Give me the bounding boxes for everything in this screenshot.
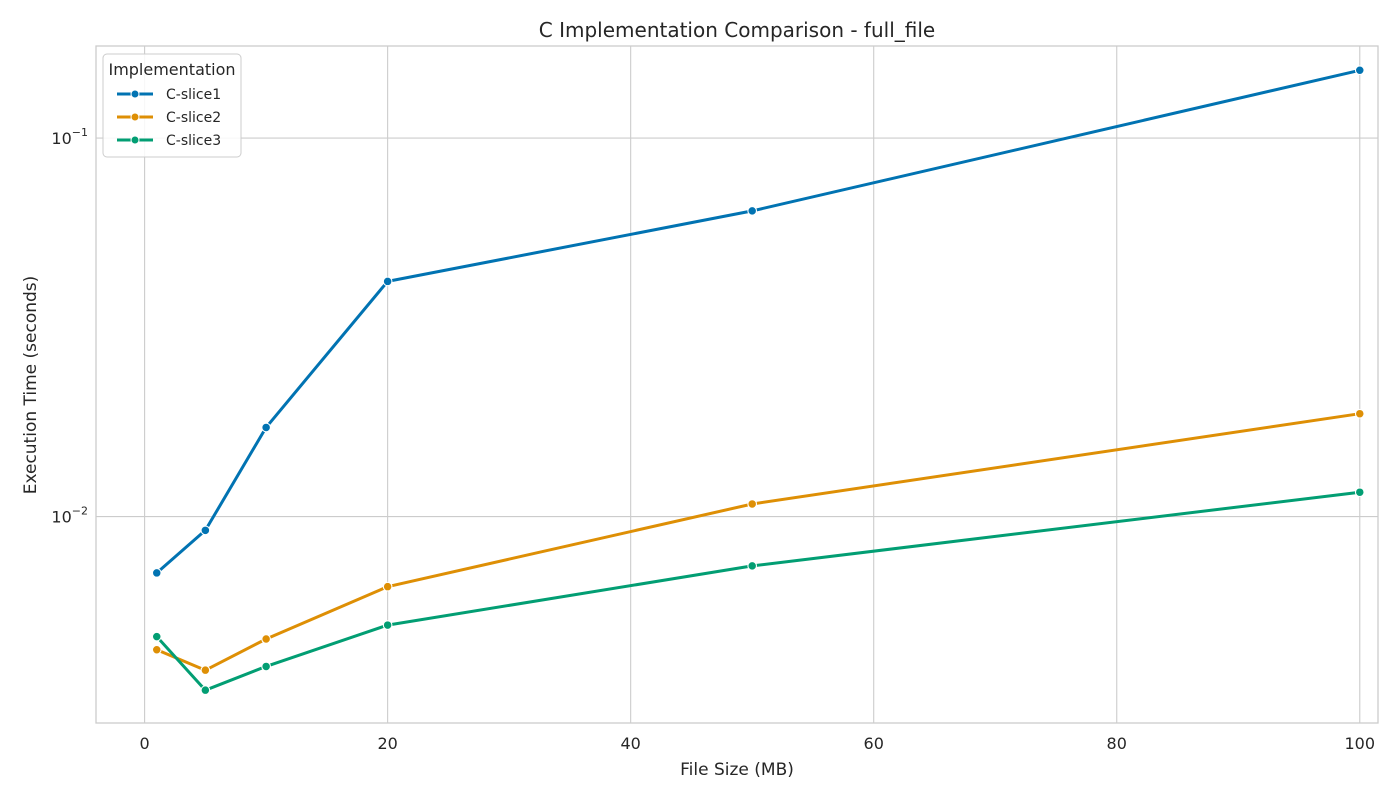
- legend-item: C-slice2: [117, 110, 221, 126]
- x-tick-label: 60: [864, 734, 884, 753]
- data-point: [382, 276, 393, 287]
- data-point: [261, 422, 271, 433]
- x-tick-label: 40: [620, 734, 640, 753]
- legend: Implementation C-slice1 C-slice2 C-slice3: [102, 53, 242, 158]
- series-C-slice2: [151, 408, 1365, 676]
- x-axis-label: File Size (MB): [680, 760, 794, 780]
- data-point: [1354, 408, 1365, 419]
- x-tick-label: 0: [140, 734, 150, 753]
- legend-items: C-slice1 C-slice2 C-slice3: [117, 87, 221, 149]
- series-line: [155, 412, 1362, 672]
- chart-title: C Implementation Comparison - full_file: [539, 18, 935, 42]
- y-tick-label: 10−2: [51, 505, 88, 527]
- legend-item: C-slice3: [117, 133, 221, 149]
- legend-item: C-slice1: [117, 87, 221, 103]
- series-C-slice3: [151, 487, 1365, 696]
- y-tick-label: 10−1: [51, 126, 88, 148]
- y-axis-label: Execution Time (seconds): [21, 276, 41, 495]
- legend-label: C-slice3: [166, 133, 221, 149]
- data-point: [151, 631, 162, 642]
- legend-swatch-marker: [130, 89, 140, 99]
- legend-title: Implementation: [108, 60, 235, 79]
- data-point: [747, 206, 758, 216]
- data-point: [200, 685, 211, 696]
- legend-label: C-slice1: [166, 87, 221, 103]
- x-tick-label: 100: [1344, 734, 1375, 753]
- series-line: [155, 490, 1362, 692]
- data-point: [1354, 487, 1365, 498]
- data-point: [747, 561, 758, 571]
- data-point: [261, 634, 271, 644]
- y-tick-base: 10: [51, 508, 71, 527]
- legend-label: C-slice2: [166, 110, 221, 126]
- x-tick-label: 20: [377, 734, 397, 753]
- data-point: [382, 620, 393, 630]
- data-point: [200, 665, 211, 676]
- legend-swatch-marker: [130, 135, 140, 145]
- series-line: [155, 68, 1362, 575]
- y-tick-exponent: −1: [72, 126, 88, 139]
- data-point: [151, 568, 162, 578]
- data-point: [200, 525, 211, 536]
- plot-area: [95, 45, 1379, 724]
- data-point: [747, 499, 758, 509]
- legend-box: [102, 53, 242, 158]
- data-point: [261, 661, 271, 672]
- data-point: [1354, 65, 1365, 76]
- x-tick-label: 80: [1107, 734, 1127, 753]
- y-tick-exponent: −2: [72, 505, 88, 518]
- data-point: [382, 581, 393, 592]
- legend-swatch-marker: [130, 112, 140, 122]
- series-layer: [151, 65, 1365, 696]
- grid: [96, 46, 1378, 723]
- series-C-slice1: [151, 65, 1365, 578]
- data-point: [151, 644, 162, 655]
- y-tick-base: 10: [51, 129, 71, 148]
